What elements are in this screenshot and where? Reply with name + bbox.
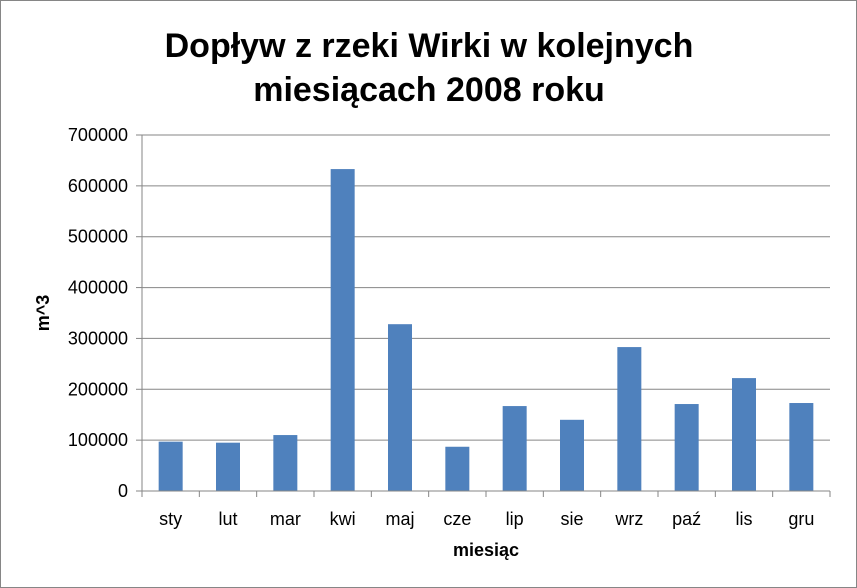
x-tick-label: wrz	[614, 509, 643, 529]
bars	[158, 169, 814, 491]
y-tick-label: 700000	[68, 125, 128, 145]
bar-lut	[216, 442, 240, 491]
bar-paź	[674, 404, 699, 491]
x-tick-label: kwi	[330, 509, 356, 529]
bar-maj	[388, 324, 412, 491]
x-tick-label: mar	[270, 509, 301, 529]
x-tick-labels: sty lut mar kwi maj cze lip sie wrz paź lis gru	[159, 509, 814, 529]
bar-sty	[158, 441, 183, 491]
x-tick-label: maj	[385, 509, 414, 529]
bar-mar	[273, 435, 298, 491]
x-tick-label: sie	[560, 509, 583, 529]
axes	[141, 135, 831, 497]
chart-title-line-2: miesiącach 2008 roku	[253, 71, 605, 109]
x-tick-label: sty	[159, 509, 182, 529]
y-tick-label: 500000	[68, 227, 128, 247]
y-tick-label: 300000	[68, 328, 128, 348]
y-tick-label: 200000	[68, 379, 128, 399]
bar-sie	[560, 419, 584, 491]
x-tick-label: lut	[218, 509, 237, 529]
bar-kwi	[330, 169, 355, 491]
y-tick-label: 100000	[68, 430, 128, 450]
y-tick-label: 600000	[68, 176, 128, 196]
y-axis-title: m^3	[33, 295, 53, 332]
gridlines	[136, 134, 830, 492]
x-tick-label: lis	[736, 509, 753, 529]
x-tick-label: gru	[788, 509, 814, 529]
bar-cze	[445, 446, 470, 491]
bar-wrz	[617, 347, 642, 491]
y-tick-label: 400000	[68, 278, 128, 298]
y-tick-labels: 0 100000 200000 300000 400000 500000 600000 700…	[68, 125, 128, 501]
x-tick-label: lip	[506, 509, 524, 529]
bar-lis	[732, 378, 756, 491]
x-tick-label: cze	[443, 509, 471, 529]
y-tick-label: 0	[118, 481, 128, 501]
chart-title-line-1: Dopływ z rzeki Wirki w kolejnych	[165, 27, 694, 65]
x-axis-title: miesiąc	[453, 540, 519, 560]
bar-lip	[502, 406, 527, 491]
x-tick-label: paź	[672, 509, 701, 529]
bar-gru	[789, 403, 814, 491]
